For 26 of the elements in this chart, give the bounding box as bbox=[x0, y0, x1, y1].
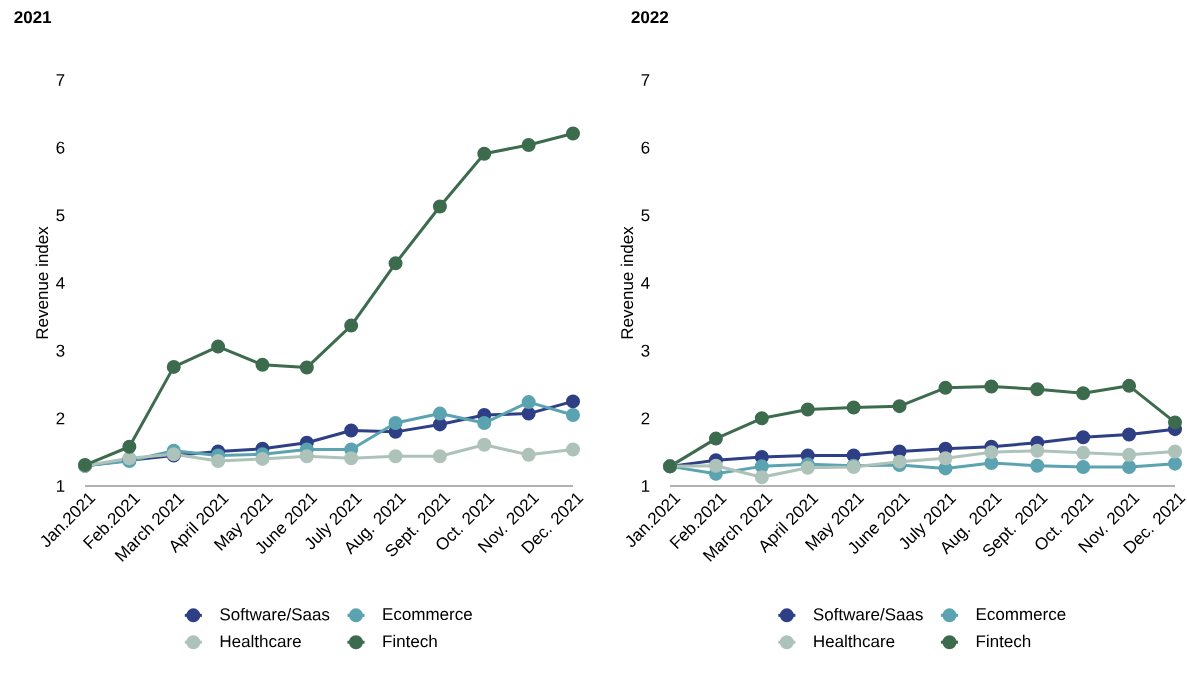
legend-label: Software/Saas bbox=[220, 607, 330, 621]
y-tick-label: 5 bbox=[56, 209, 65, 222]
legend-label: Ecommerce bbox=[383, 608, 472, 621]
legend-label: Fintech bbox=[383, 634, 437, 648]
y-tick-label: 7 bbox=[56, 74, 65, 86]
y-axis-title: Revenue index bbox=[35, 226, 49, 339]
y-tick-label: 6 bbox=[56, 141, 65, 154]
legend-label: Software/Saas bbox=[813, 607, 923, 621]
y-tick-label: 3 bbox=[56, 344, 65, 357]
y-tick-label: 2 bbox=[641, 412, 650, 425]
y-tick-label: 7 bbox=[641, 74, 650, 86]
y-tick-label: 6 bbox=[641, 141, 650, 154]
legend-label: Healthcare bbox=[814, 634, 895, 648]
legend-label: Healthcare bbox=[220, 634, 301, 648]
y-tick-label: 5 bbox=[641, 209, 650, 222]
chart-title: 2022 bbox=[631, 11, 669, 24]
legend-label: Ecommerce bbox=[976, 608, 1066, 621]
y-tick-label: 4 bbox=[56, 277, 65, 289]
y-tick-label: 4 bbox=[641, 277, 650, 289]
legend-label: Fintech bbox=[976, 634, 1031, 648]
y-axis-title: Revenue index bbox=[620, 226, 634, 339]
y-tick-label: 1 bbox=[56, 480, 65, 492]
y-tick-label: 3 bbox=[641, 344, 650, 357]
y-tick-label: 1 bbox=[641, 480, 650, 492]
y-tick-label: 2 bbox=[56, 412, 65, 425]
chart-title: 2021 bbox=[14, 11, 52, 24]
